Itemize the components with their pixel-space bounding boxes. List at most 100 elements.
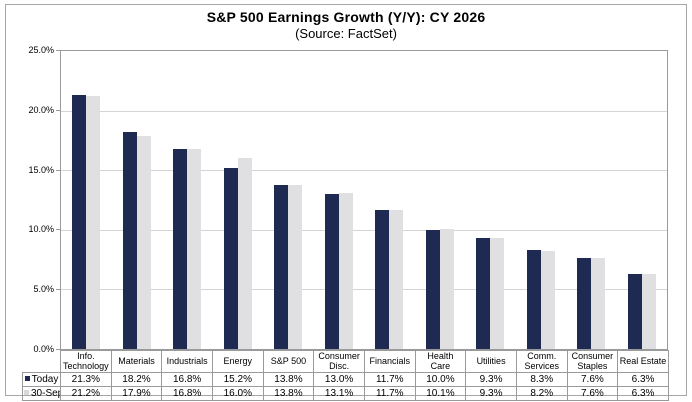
legend-label: Today	[31, 374, 59, 385]
bar-today	[526, 250, 541, 349]
category-cell: Industrials	[161, 350, 213, 373]
category-cell: Consumer Staples	[566, 350, 619, 373]
bar-group	[314, 51, 365, 349]
bars-layer	[61, 51, 667, 349]
bar-today	[324, 194, 339, 349]
value-cell: 9.3%	[465, 372, 517, 387]
value-cell: 11.7%	[363, 386, 416, 401]
legend-cell: Today	[22, 372, 61, 387]
legend-swatch-icon	[24, 376, 30, 381]
bar-group	[61, 51, 112, 349]
bar-30-sep	[540, 251, 555, 349]
bar-today	[72, 95, 87, 349]
bar-group	[617, 51, 668, 349]
bar-30-sep	[237, 158, 252, 349]
value-cell: 11.7%	[363, 372, 416, 387]
bar-30-sep	[591, 258, 606, 349]
category-cell: Materials	[110, 350, 163, 373]
bar-30-sep	[288, 184, 303, 349]
y-tick-label: 15.0%	[28, 164, 54, 175]
table-row: Today 21.3% 18.2% 16.8% 15.2% 13.8% 13.0% 11.7%…	[22, 372, 669, 387]
value-cell: 8.3%	[515, 372, 568, 387]
table-corner-cell	[23, 351, 61, 373]
y-tick-label: 10.0%	[28, 224, 54, 235]
bar-group	[213, 51, 264, 349]
bar-30-sep	[338, 192, 353, 349]
category-cell: Health Care	[414, 350, 467, 373]
bar-today	[476, 238, 491, 349]
value-cell: 6.3%	[617, 386, 669, 401]
chart-title: S&P 500 Earnings Growth (Y/Y): CY 2026	[206, 9, 486, 25]
value-cell: 21.3%	[60, 372, 112, 387]
y-tick-mark	[56, 229, 60, 231]
bar-today	[274, 184, 289, 349]
bar-30-sep	[490, 238, 505, 349]
value-cell: 17.9%	[110, 386, 163, 401]
category-cell: Energy	[211, 350, 264, 373]
bar-30-sep	[641, 273, 656, 349]
category-cell: S&P 500	[262, 350, 315, 373]
y-tick-label: 20.0%	[28, 104, 54, 115]
table-header-row: Info. Technology Materials Industrials Ener…	[23, 350, 669, 373]
y-tick-mark	[56, 349, 60, 350]
y-tick-mark	[56, 289, 60, 291]
value-cell: 10.1%	[414, 386, 467, 401]
bar-30-sep	[439, 228, 454, 349]
legend-cell: 30-Sep	[22, 386, 61, 401]
value-cell: 13.0%	[313, 372, 365, 387]
y-tick-mark	[56, 50, 60, 51]
bar-group	[162, 51, 213, 349]
y-tick-label: 25.0%	[28, 45, 54, 55]
y-tick-mark	[56, 109, 60, 111]
value-cell: 13.8%	[262, 372, 315, 387]
bar-today	[223, 167, 238, 349]
bar-today	[577, 258, 592, 349]
value-cell: 13.8%	[262, 386, 315, 401]
bar-group	[415, 51, 466, 349]
bar-today	[425, 229, 440, 349]
bar-today	[375, 209, 390, 349]
y-tick-mark	[56, 169, 60, 171]
value-cell: 21.2%	[60, 386, 112, 401]
category-cell: Consumer Disc.	[313, 350, 365, 373]
bar-group	[263, 51, 314, 349]
bar-30-sep	[136, 135, 151, 349]
value-cell: 16.8%	[161, 386, 213, 401]
bar-30-sep	[389, 209, 404, 349]
category-cell: Info. Technology	[60, 350, 112, 373]
bar-today	[122, 132, 137, 349]
value-cell: 9.3%	[465, 386, 517, 401]
value-cell: 7.6%	[566, 372, 619, 387]
category-cell: Real Estate	[617, 350, 669, 373]
y-tick-label: 5.0%	[33, 284, 54, 295]
plot-area	[60, 50, 668, 350]
bar-group	[112, 51, 163, 349]
value-cell: 8.2%	[515, 386, 568, 401]
value-cell: 10.0%	[414, 372, 467, 387]
chart-subtitle: (Source: FactSet)	[295, 26, 397, 41]
data-table: Info. Technology Materials Industrials Ener…	[22, 350, 669, 401]
value-cell: 6.3%	[617, 372, 669, 387]
gridline	[61, 289, 667, 291]
value-cell: 16.8%	[161, 372, 213, 387]
bar-30-sep	[86, 96, 101, 349]
legend-swatch-icon	[24, 390, 29, 395]
bar-group	[364, 51, 415, 349]
bar-30-sep	[187, 148, 202, 349]
value-cell: 18.2%	[110, 372, 163, 387]
value-cell: 7.6%	[566, 386, 619, 401]
legend-label: 30-Sep	[31, 388, 61, 399]
category-cell: Utilities	[465, 350, 517, 373]
bar-group	[465, 51, 516, 349]
bar-group	[566, 51, 617, 349]
bar-today	[627, 273, 642, 349]
bar-group	[516, 51, 567, 349]
gridline	[61, 229, 667, 231]
gridline	[61, 110, 667, 112]
y-tick-label: 0.0%	[33, 344, 54, 354]
table-row: 30-Sep 21.2% 17.9% 16.8% 16.0% 13.8% 13.1% 11.7…	[22, 386, 669, 401]
category-cell: Financials	[363, 350, 416, 373]
value-cell: 13.1%	[313, 386, 365, 401]
category-cell: Comm. Services	[515, 350, 568, 373]
